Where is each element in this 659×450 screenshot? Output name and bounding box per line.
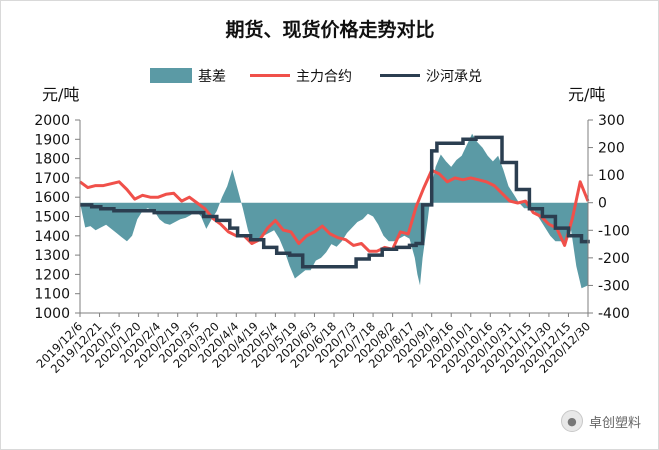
right-tick-label: 300 <box>598 113 625 129</box>
left-tick-label: 1900 <box>34 132 70 148</box>
chart-title: 期货、现货价格走势对比 <box>225 18 434 41</box>
watermark: ● 卓创塑料 <box>560 410 641 432</box>
left-tick-label: 1100 <box>34 287 70 303</box>
legend-label-futures: 主力合约 <box>296 69 352 85</box>
x-axis-ticks: 2019/12/62019/12/212020/1/52020/1/202020… <box>34 313 593 376</box>
wechat-icon: ● <box>560 410 583 432</box>
left-axis-ticks: 1000 1100 1200 1300 1400 1500 1600 1700 1800 1900… <box>34 113 80 322</box>
series-spot-line <box>80 135 590 269</box>
left-tick-label: 2000 <box>34 113 70 129</box>
left-tick-label: 1300 <box>34 248 70 264</box>
watermark-text: 卓创塑料 <box>588 415 641 431</box>
right-tick-label: 100 <box>598 168 625 184</box>
legend-swatch-basis <box>150 68 192 83</box>
left-tick-label: 1800 <box>34 152 70 168</box>
right-tick-label: 0 <box>598 196 607 212</box>
right-tick-label: -400 <box>598 306 630 322</box>
left-tick-label: 1600 <box>34 190 70 206</box>
left-tick-label: 1000 <box>34 306 70 322</box>
left-tick-label: 1700 <box>34 171 70 187</box>
right-tick-label: -200 <box>598 251 630 267</box>
right-axis-ticks: -400 -300 -200 -100 0 100 200 300 <box>588 113 630 322</box>
legend-label-basis: 基差 <box>198 68 226 85</box>
series-futures-line <box>79 168 590 253</box>
left-tick-label: 1400 <box>34 229 70 245</box>
left-tick-label: 1500 <box>34 210 70 226</box>
left-tick-label: 1200 <box>34 267 70 283</box>
left-axis-unit: 元/吨 <box>42 85 79 104</box>
right-tick-label: -300 <box>598 278 630 294</box>
right-axis-unit: 元/吨 <box>568 85 605 104</box>
plot-area <box>79 120 590 314</box>
right-tick-label: 200 <box>598 141 625 157</box>
legend-label-spot: 沙河承兑 <box>426 69 482 85</box>
series-basis-area <box>80 133 588 289</box>
right-tick-label: -100 <box>598 223 630 239</box>
